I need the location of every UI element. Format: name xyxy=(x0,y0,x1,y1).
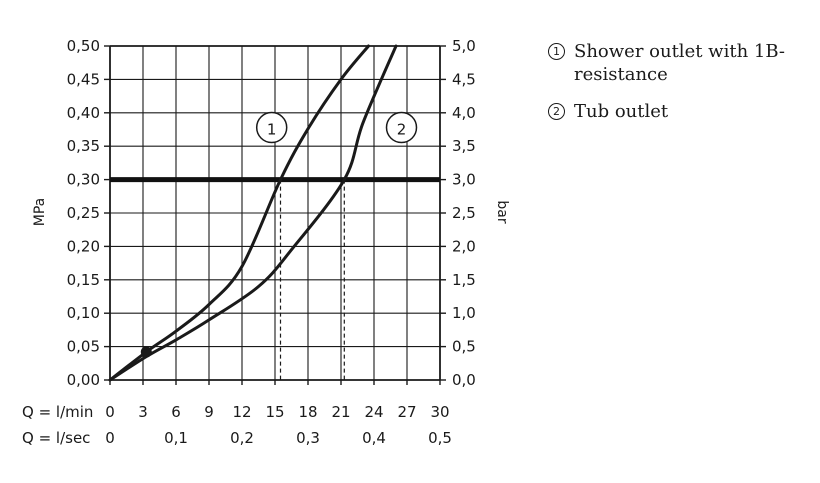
series-2-label: 2 xyxy=(385,111,418,144)
x-tick-label-lmin: 12 xyxy=(232,403,251,421)
x-tick-label-lmin: 30 xyxy=(430,403,449,421)
y-tick-label-left: 0,45 xyxy=(67,70,100,88)
y-tick-label-left: 0,50 xyxy=(67,37,100,55)
x-tick-label-lsec: 0 xyxy=(105,429,115,447)
y-tick-label-right: 2,0 xyxy=(452,237,476,255)
y-tick-label-right: 0,0 xyxy=(452,371,476,389)
y-axis-title-right: bar xyxy=(494,200,510,223)
legend-item-1: 1 Shower outlet with 1B-resistance xyxy=(548,40,808,86)
y-tick-label-right: 3,0 xyxy=(452,171,476,189)
x-tick-label-lsec: 0,4 xyxy=(362,429,386,447)
y-tick-label-left: 0,15 xyxy=(67,271,100,289)
y-tick-label-right: 3,5 xyxy=(452,137,476,155)
grid xyxy=(104,45,446,385)
y-tick-label-right: 1,0 xyxy=(452,304,476,322)
series-2-label-circle xyxy=(385,111,418,144)
legend-item-2: 2 Tub outlet xyxy=(548,100,808,123)
x-tick-label-lmin: 9 xyxy=(204,403,214,421)
y-tick-label-left: 0,05 xyxy=(67,338,100,356)
legend-text-1: Shower outlet with 1B-resistance xyxy=(574,41,785,85)
y-tick-label-left: 0,40 xyxy=(67,104,100,122)
legend: 1 Shower outlet with 1B-resistance 2 Tub… xyxy=(548,40,808,137)
x-tick-label-lmin: 24 xyxy=(364,403,383,421)
y-tick-label-right: 0,5 xyxy=(452,338,476,356)
axis-titles: MPa bar Q = l/min Q = l/sec xyxy=(22,198,510,447)
y-tick-label-right: 2,5 xyxy=(452,204,476,222)
x-axis-title-lsec: Q = l/sec xyxy=(22,429,90,447)
x-tick-label-lsec: 0,5 xyxy=(428,429,452,447)
x-tick-label-lsec: 0,2 xyxy=(230,429,254,447)
y-tick-label-left: 0,35 xyxy=(67,137,100,155)
legend-number-2: 2 xyxy=(548,103,565,120)
series-1-label: 1 xyxy=(255,111,288,144)
y-tick-label-left: 0,10 xyxy=(67,304,100,322)
y-tick-label-left: 0,30 xyxy=(67,171,100,189)
x-tick-label-lmin: 18 xyxy=(298,403,317,421)
y-tick-label-right: 4,0 xyxy=(452,104,476,122)
series-2-label-text: 2 xyxy=(397,120,407,138)
dashed-drop-lines xyxy=(279,179,345,380)
x-tick-label-lmin: 0 xyxy=(105,403,115,421)
x-tick-label-lsec: 0,1 xyxy=(164,429,188,447)
y-tick-label-right: 4,5 xyxy=(452,70,476,88)
y-tick-label-right: 5,0 xyxy=(452,37,476,55)
series-1-label-circle xyxy=(255,111,288,144)
x-tick-label-lmin: 3 xyxy=(138,403,148,421)
x-tick-label-lmin: 21 xyxy=(331,403,350,421)
x-tick-label-lmin: 15 xyxy=(265,403,284,421)
legend-number-1: 1 xyxy=(548,43,565,60)
y-tick-label-left: 0,25 xyxy=(67,204,100,222)
y-tick-label-left: 0,00 xyxy=(67,371,100,389)
legend-text-2: Tub outlet xyxy=(574,101,669,122)
x-tick-label-lmin: 27 xyxy=(397,403,416,421)
y-tick-label-left: 0,20 xyxy=(67,237,100,255)
curves-layer xyxy=(108,44,398,382)
tick-labels: 0 3 6 9 12 15 18 21 24 27 300 0,1 0,2 0,3 0,4 0,50,000,… xyxy=(67,37,476,447)
series-2-curve xyxy=(108,44,398,382)
marker-point xyxy=(140,346,152,358)
series-1-label-text: 1 xyxy=(267,120,277,138)
y-axis-title-left: MPa xyxy=(32,198,48,226)
y-tick-label-right: 1,5 xyxy=(452,271,476,289)
x-axis-title-lmin: Q = l/min xyxy=(22,403,93,421)
x-tick-label-lmin: 6 xyxy=(171,403,181,421)
x-tick-label-lsec: 0,3 xyxy=(296,429,320,447)
series-1-curve xyxy=(108,44,370,382)
